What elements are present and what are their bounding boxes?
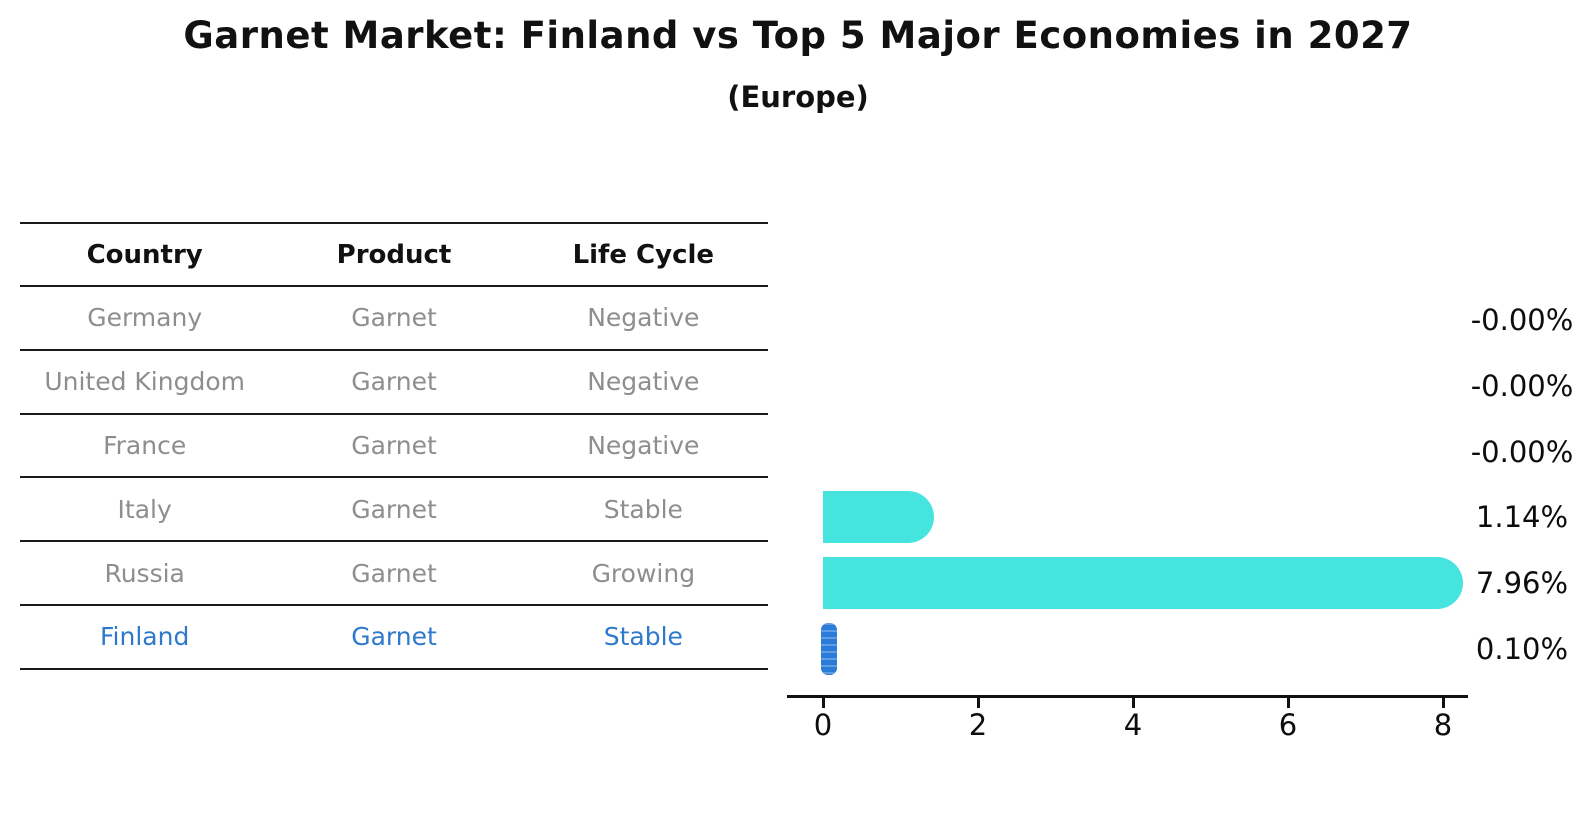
- value-label-united-kingdom: -0.00%: [1470, 368, 1574, 403]
- cell-life-cycle: Stable: [603, 494, 683, 524]
- value-label-finland: 0.10%: [1475, 632, 1569, 666]
- chart-subtitle: (Europe): [727, 80, 869, 114]
- table-row-russia: Russia Garnet Growing: [20, 542, 768, 606]
- x-axis-tick: [1441, 698, 1445, 708]
- cell-life-cycle: Stable: [603, 622, 683, 652]
- chart-title: Garnet Market: Finland vs Top 5 Major Ec…: [183, 14, 1413, 57]
- table-row-france: France Garnet Negative: [20, 415, 768, 479]
- value-label-russia: 7.96%: [1475, 566, 1569, 601]
- cell-product: Garnet: [351, 558, 437, 588]
- bar-italy: [823, 491, 935, 544]
- cell-product: Garnet: [351, 622, 437, 652]
- header-life-cycle: Life Cycle: [572, 239, 715, 270]
- value-label-france: -0.00%: [1470, 434, 1574, 469]
- cell-country: France: [103, 430, 187, 460]
- x-axis-line: [787, 695, 1468, 698]
- cell-country: Finland: [99, 622, 190, 652]
- header-country: Country: [86, 239, 203, 270]
- x-axis-tick-label: 8: [1433, 708, 1453, 742]
- x-axis-tick: [1131, 698, 1135, 708]
- data-table: Country Product Life Cycle Germany Garne…: [20, 222, 768, 670]
- cell-product: Garnet: [351, 430, 437, 460]
- value-label-italy: 1.14%: [1475, 500, 1569, 535]
- cell-country: Italy: [117, 494, 172, 524]
- cell-life-cycle: Negative: [587, 430, 700, 460]
- cell-country: Germany: [87, 303, 203, 333]
- x-axis-tick-label: 0: [813, 708, 833, 742]
- table-row-germany: Germany Garnet Negative: [20, 287, 768, 351]
- table-row-united-kingdom: United Kingdom Garnet Negative: [20, 351, 768, 415]
- cell-country: United Kingdom: [44, 367, 245, 397]
- x-axis-tick: [976, 698, 980, 708]
- table-header-row: Country Product Life Cycle: [20, 224, 768, 287]
- cell-country: Russia: [104, 558, 185, 588]
- x-axis-tick: [1286, 698, 1290, 708]
- x-axis-tick: [821, 698, 825, 708]
- table-row-finland-highlighted: Finland Garnet Stable: [20, 606, 768, 670]
- cell-product: Garnet: [351, 367, 437, 397]
- cell-life-cycle: Negative: [587, 303, 700, 333]
- cell-product: Garnet: [351, 494, 437, 524]
- header-product: Product: [336, 239, 452, 270]
- bar-russia: [823, 557, 1463, 610]
- cell-life-cycle: Growing: [591, 558, 696, 588]
- table-row-italy: Italy Garnet Stable: [20, 478, 768, 543]
- cell-life-cycle: Negative: [587, 367, 700, 397]
- x-axis-tick-label: 2: [968, 708, 988, 742]
- value-label-germany: -0.00%: [1470, 303, 1574, 337]
- x-axis-tick-label: 6: [1278, 708, 1298, 742]
- cell-product: Garnet: [351, 303, 437, 333]
- bar-finland-highlighted: [821, 623, 837, 675]
- x-axis-tick-label: 4: [1123, 708, 1143, 742]
